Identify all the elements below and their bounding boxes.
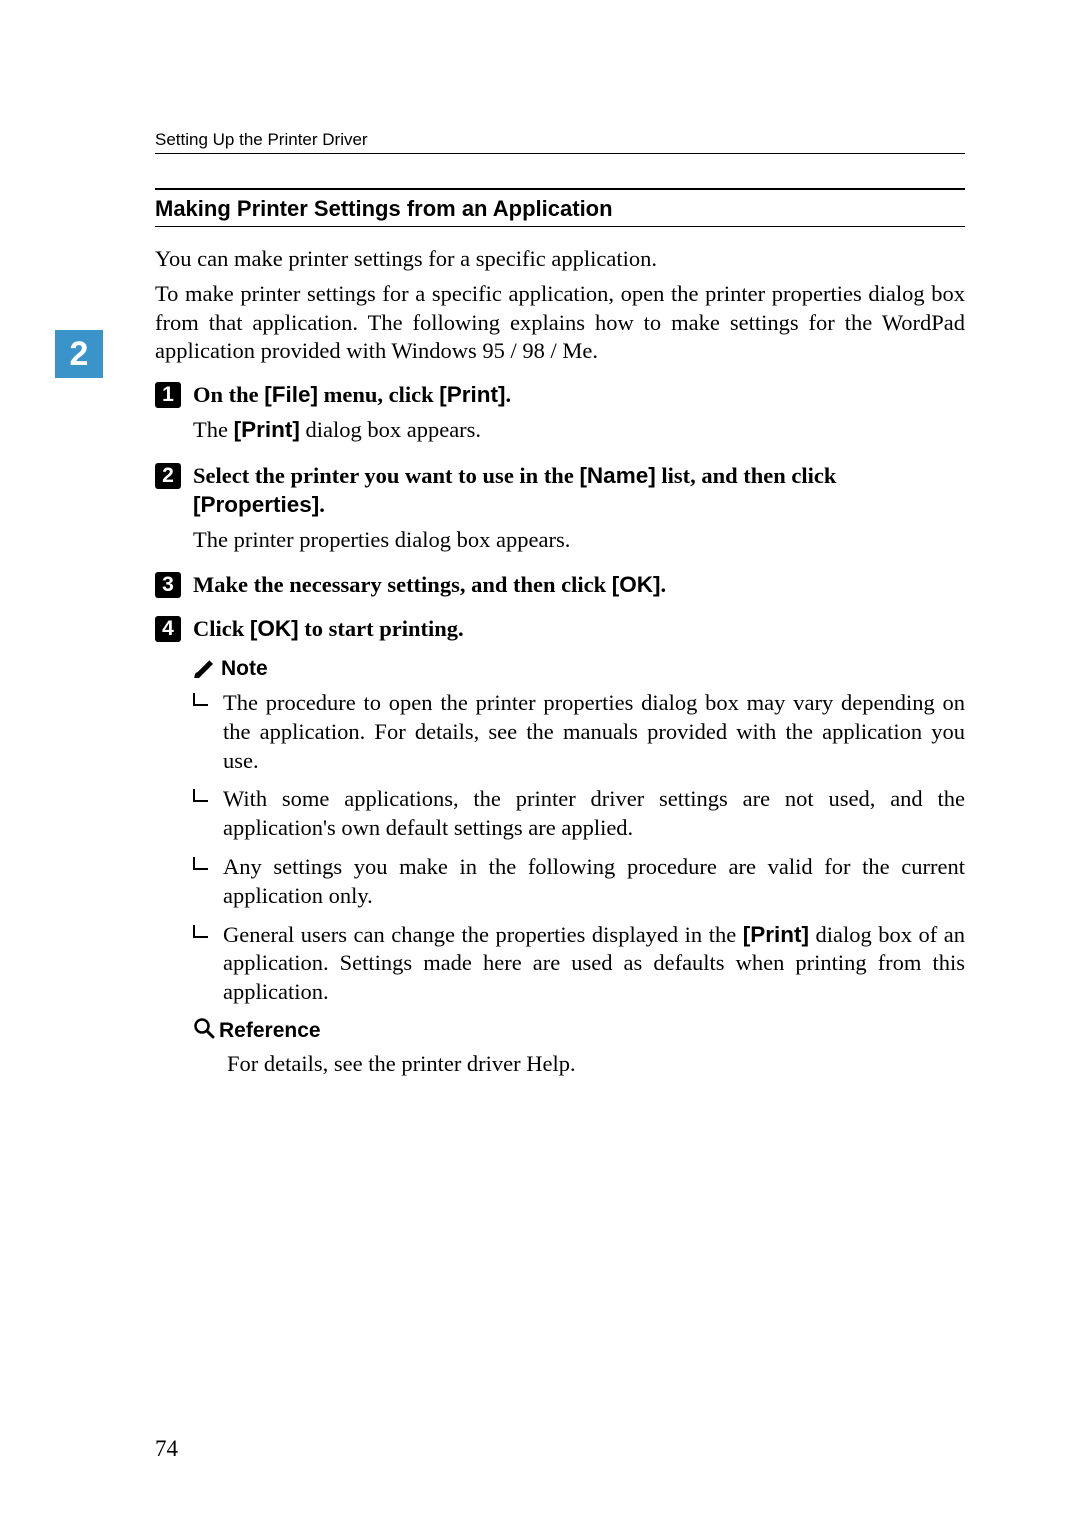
step-1-post: . xyxy=(506,382,512,407)
note-item-3: Any settings you make in the following p… xyxy=(193,853,965,911)
ok-label-1: [OK] xyxy=(612,572,661,597)
step-4: 4 Click [OK] to start printing. xyxy=(155,614,965,643)
running-head: Setting Up the Printer Driver xyxy=(155,130,965,150)
step-1-body: The [Print] dialog box appears. xyxy=(193,415,965,444)
page-content: Setting Up the Printer Driver Making Pri… xyxy=(0,0,1080,1528)
intro-paragraph-2: To make printer settings for a specific … xyxy=(155,280,965,366)
step-3: 3 Make the necessary settings, and then … xyxy=(155,570,965,599)
note-item-2: With some applications, the printer driv… xyxy=(193,785,965,843)
print-dialog-label: [Print] xyxy=(234,417,300,442)
note-1-text: The procedure to open the printer proper… xyxy=(223,690,965,773)
print-dialog-label-2: [Print] xyxy=(743,922,809,947)
step-2-pre: Select the printer you want to use in th… xyxy=(193,463,579,488)
step-1: 1 On the [File] menu, click [Print]. xyxy=(155,380,965,409)
name-list-label: [Name] xyxy=(579,463,655,488)
note-4-pre: General users can change the properties … xyxy=(223,922,743,947)
step-3-post: . xyxy=(660,572,666,597)
reference-body: For details, see the printer driver Help… xyxy=(227,1049,965,1078)
section-title: Making Printer Settings from an Applicat… xyxy=(155,196,965,222)
step-2-text: Select the printer you want to use in th… xyxy=(193,463,836,517)
step-4-post: to start printing. xyxy=(299,616,464,641)
page-number: 74 xyxy=(155,1436,178,1462)
pencil-icon xyxy=(193,658,215,678)
step-1-text: On the [File] menu, click [Print]. xyxy=(193,382,511,407)
note-item-1: The procedure to open the printer proper… xyxy=(193,689,965,775)
print-menu-label: [Print] xyxy=(439,382,505,407)
reference-label: Reference xyxy=(219,1019,321,1042)
step-number-3: 3 xyxy=(155,572,181,598)
step-3-pre: Make the necessary settings, and then cl… xyxy=(193,572,612,597)
step-4-pre: Click xyxy=(193,616,250,641)
step-1-mid: menu, click xyxy=(318,382,439,407)
reference-heading: Reference xyxy=(193,1017,965,1043)
note-label: Note xyxy=(221,657,268,680)
note-3-text: Any settings you make in the following p… xyxy=(223,854,965,908)
magnifier-icon xyxy=(193,1017,215,1039)
step-2-mid: list, and then click xyxy=(656,463,837,488)
note-heading: Note xyxy=(193,657,965,681)
step-1-body-pre: The xyxy=(193,417,234,442)
bullet-icon xyxy=(193,789,208,802)
step-4-text: Click [OK] to start printing. xyxy=(193,616,464,641)
step-number-2: 2 xyxy=(155,463,181,489)
step-1-body-post: dialog box appears. xyxy=(300,417,481,442)
head-rule xyxy=(155,153,965,154)
step-2-post: . xyxy=(319,492,325,517)
note-list: The procedure to open the printer proper… xyxy=(193,689,965,1007)
properties-label: [Properties] xyxy=(193,492,319,517)
note-item-4: General users can change the properties … xyxy=(193,921,965,1007)
bullet-icon xyxy=(193,857,208,870)
step-2: 2 Select the printer you want to use in … xyxy=(155,461,965,520)
note-2-text: With some applications, the printer driv… xyxy=(223,786,965,840)
step-3-text: Make the necessary settings, and then cl… xyxy=(193,572,666,597)
bullet-icon xyxy=(193,925,208,938)
bullet-icon xyxy=(193,693,208,706)
step-2-body: The printer properties dialog box appear… xyxy=(193,525,965,554)
step-number-4: 4 xyxy=(155,616,181,642)
file-menu-label: [File] xyxy=(264,382,318,407)
ok-label-2: [OK] xyxy=(250,616,299,641)
intro-paragraph-1: You can make printer settings for a spec… xyxy=(155,245,965,274)
section-title-wrap: Making Printer Settings from an Applicat… xyxy=(155,188,965,227)
step-number-1: 1 xyxy=(155,382,181,408)
step-1-pre: On the xyxy=(193,382,264,407)
